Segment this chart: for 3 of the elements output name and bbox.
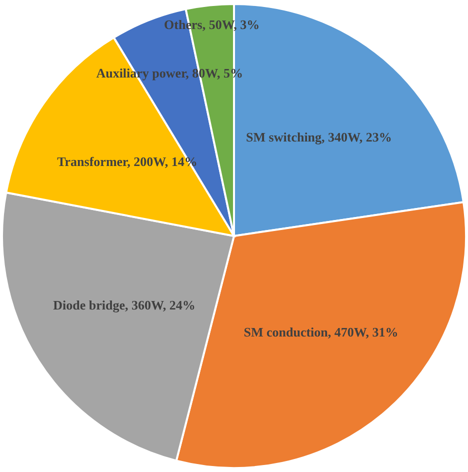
- slice-label: SM switching, 340W, 23%: [246, 130, 392, 145]
- slice-label: Diode bridge, 360W, 24%: [53, 298, 196, 313]
- slice-label: SM conduction, 470W, 31%: [244, 324, 398, 340]
